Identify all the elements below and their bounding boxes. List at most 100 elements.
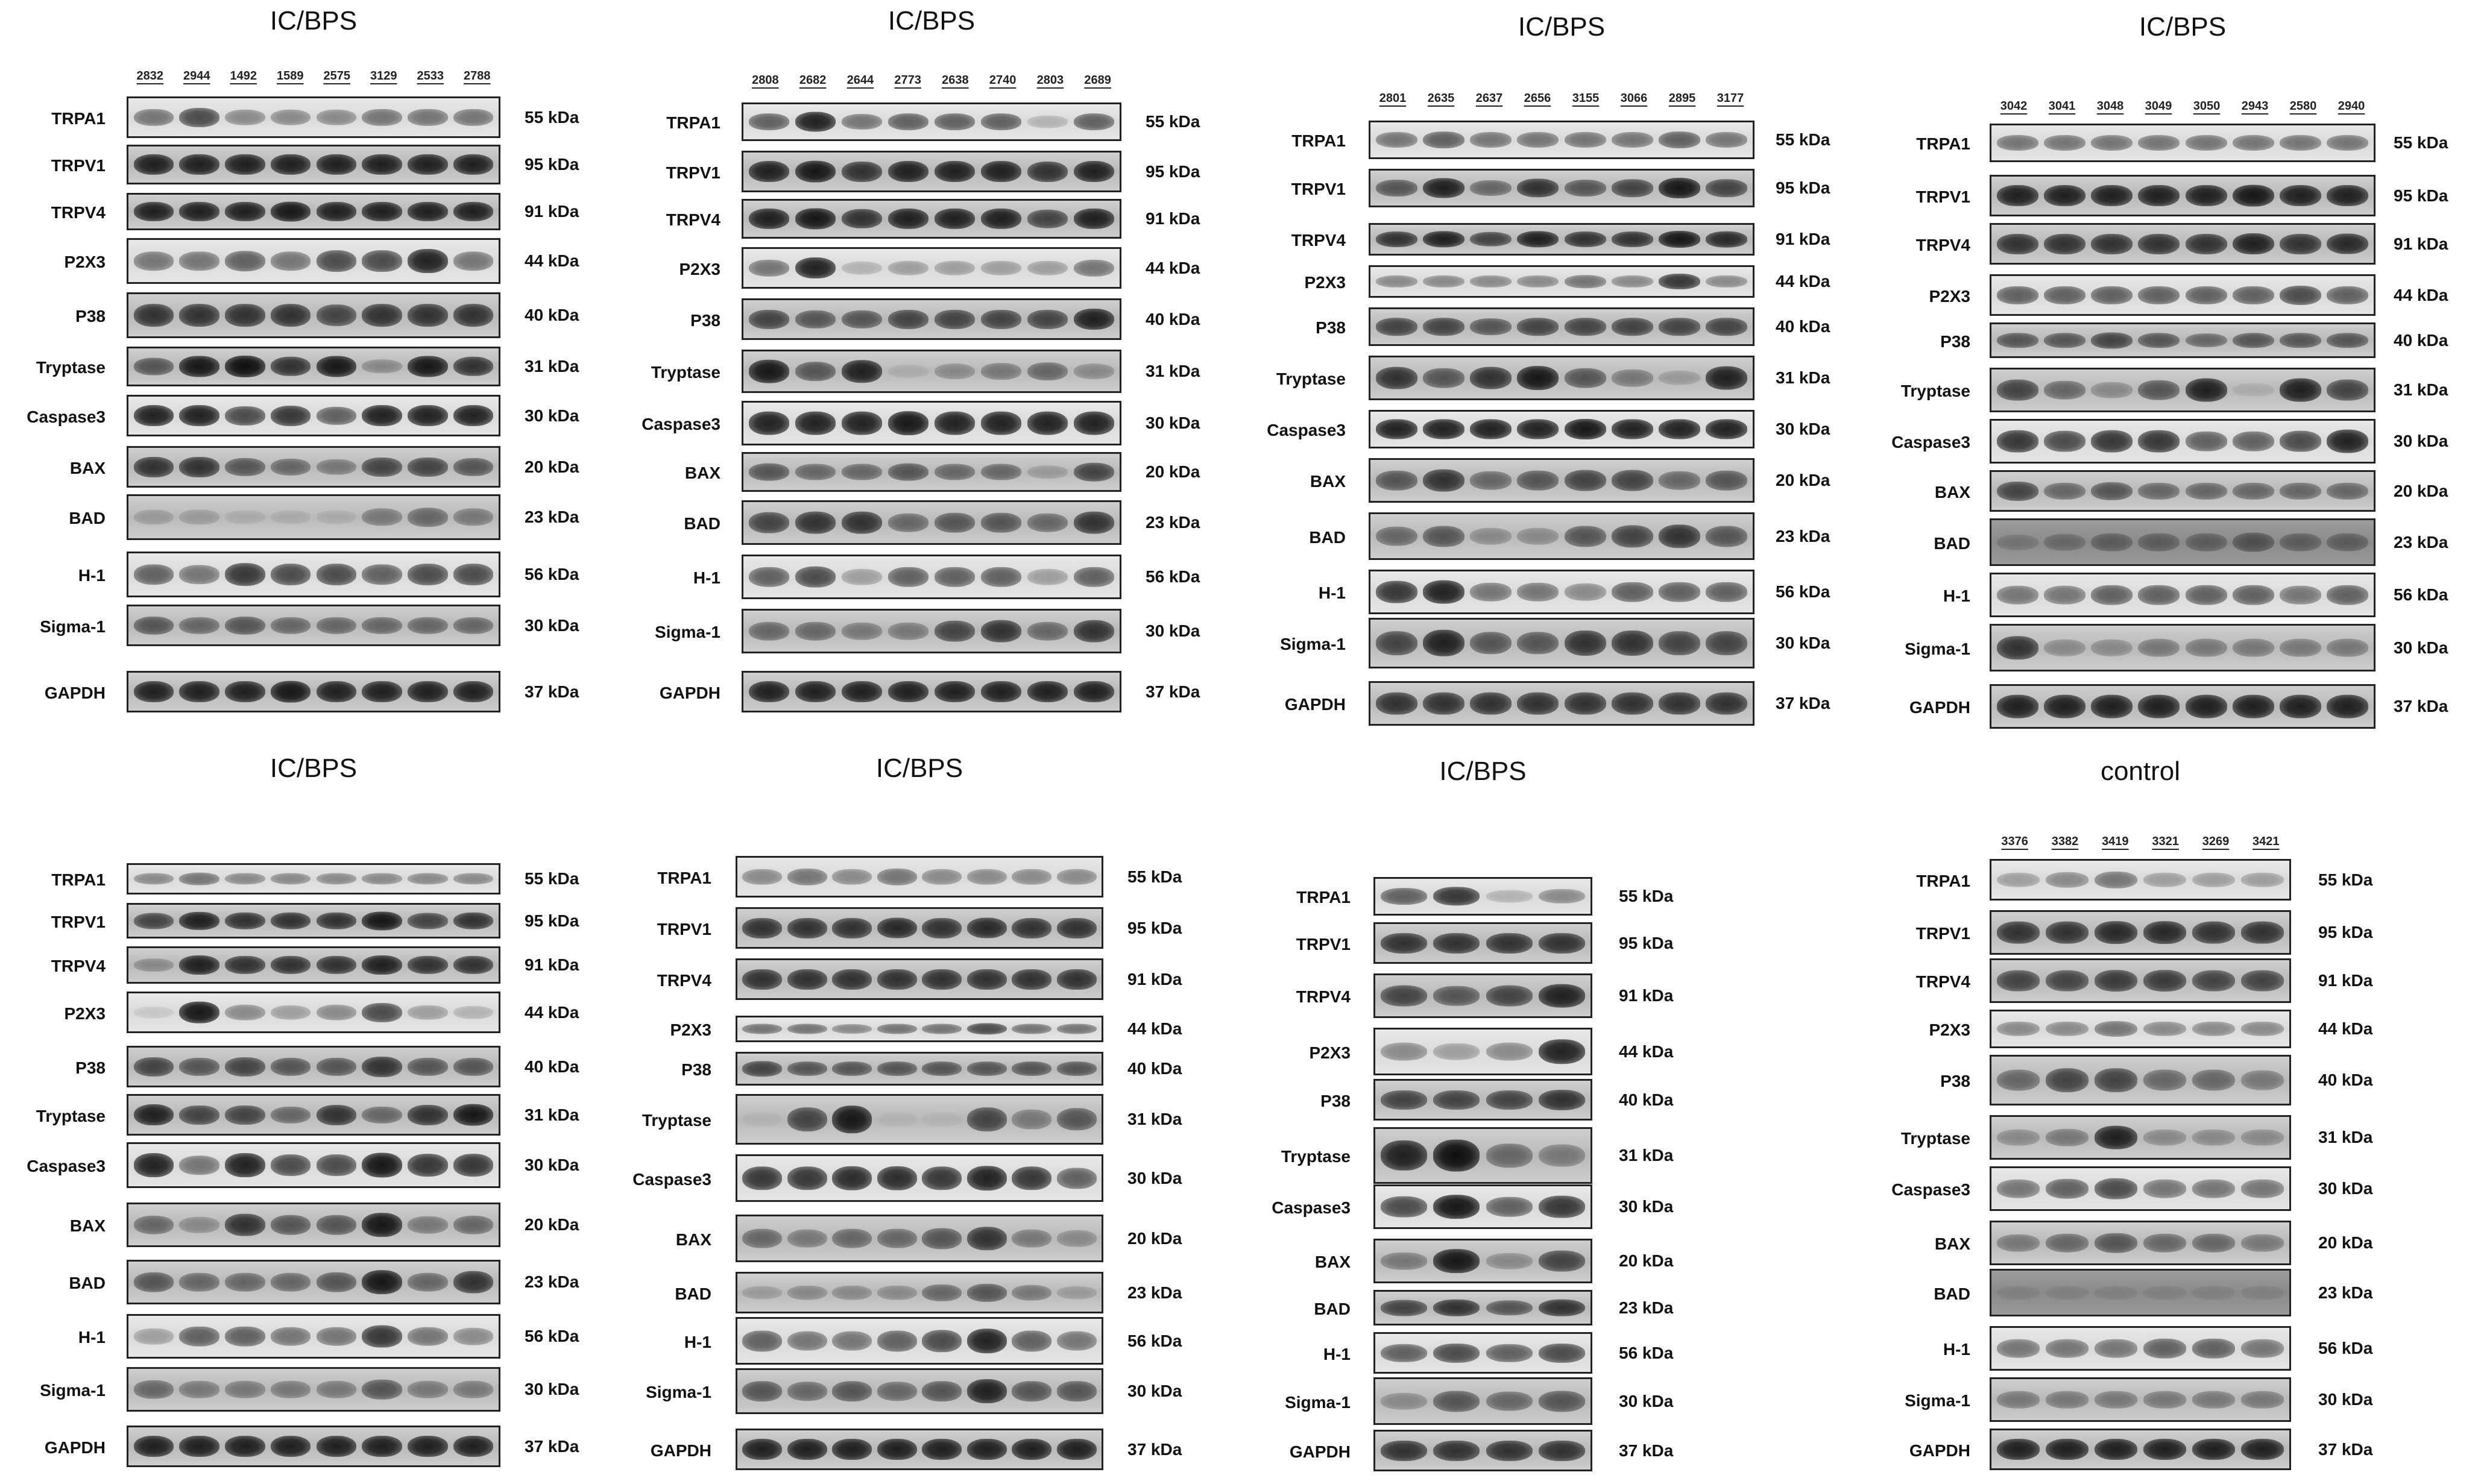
band: [1433, 1343, 1480, 1363]
band: [1012, 1166, 1052, 1190]
band: [316, 955, 357, 975]
molecular-weight-label: 20 kDa: [1776, 471, 1830, 489]
band: [2240, 970, 2284, 992]
band: [1517, 131, 1559, 148]
protein-label: Caspase3: [1891, 1180, 1970, 1199]
band: [980, 309, 1022, 329]
band: [1706, 419, 1748, 439]
sample-id: 2682: [799, 74, 827, 87]
blot-strip-trpv4: [1369, 223, 1754, 256]
band: [362, 681, 402, 703]
band: [1996, 1285, 2040, 1300]
blot-strip-caspase3: [127, 395, 500, 436]
molecular-weight-label: 95 kDa: [1146, 162, 1200, 181]
molecular-weight-label: 23 kDa: [1127, 1283, 1182, 1302]
band: [133, 1380, 174, 1399]
blot-strip-tryptase: [127, 347, 500, 386]
band: [2280, 638, 2322, 657]
blot-strip-p2x3: [127, 992, 500, 1033]
blot-strip-caspase3: [736, 1154, 1103, 1202]
molecular-weight-label: 23 kDa: [1619, 1298, 1674, 1317]
band: [841, 113, 883, 130]
molecular-weight-label: 30 kDa: [525, 406, 579, 425]
band: [1027, 309, 1068, 329]
band: [2138, 638, 2180, 657]
band: [877, 1330, 917, 1352]
band: [453, 1057, 494, 1076]
band: [2280, 184, 2322, 207]
band: [133, 1272, 174, 1292]
band: [1611, 275, 1653, 288]
band: [795, 257, 836, 279]
band: [922, 1166, 962, 1190]
band: [1433, 1195, 1480, 1219]
protein-label: Caspase3: [1272, 1198, 1351, 1217]
molecular-weight-label: 30 kDa: [1619, 1197, 1674, 1216]
band: [2091, 332, 2133, 349]
molecular-weight-label: 55 kDa: [1146, 112, 1200, 131]
band: [934, 160, 976, 183]
protein-label: Sigma-1: [40, 1381, 106, 1400]
band: [362, 108, 402, 126]
protein-label: TRPA1: [1291, 131, 1346, 150]
band: [980, 681, 1022, 703]
band: [1611, 630, 1653, 656]
band: [841, 568, 883, 585]
band: [922, 1023, 962, 1034]
band: [316, 510, 357, 524]
band: [1706, 275, 1748, 288]
band: [362, 617, 402, 634]
band: [179, 107, 219, 127]
band: [2280, 585, 2322, 605]
band: [1706, 318, 1748, 336]
protein-label: P38: [681, 1060, 711, 1079]
blot-strip-h-1: [127, 1314, 500, 1359]
molecular-weight-label: 40 kDa: [1146, 309, 1200, 329]
band: [841, 411, 883, 435]
blot-strip-sigma-1: [127, 1367, 500, 1412]
band: [2185, 585, 2227, 605]
sample-id: 2575: [323, 69, 351, 83]
band: [453, 508, 494, 526]
protein-label: P2X3: [1304, 273, 1346, 292]
blot-strip-gapdh: [736, 1429, 1103, 1470]
band: [1381, 932, 1428, 954]
band: [1381, 1140, 1428, 1171]
band: [1486, 932, 1533, 954]
band: [841, 622, 883, 640]
band: [179, 1272, 219, 1292]
band: [1056, 869, 1097, 885]
protein-label: GAPDH: [650, 1441, 711, 1460]
protein-label: H-1: [78, 566, 106, 585]
molecular-weight-label: 30 kDa: [2394, 638, 2448, 657]
protein-label: BAX: [1934, 482, 1970, 501]
band: [832, 1166, 872, 1190]
molecular-weight-label: 95 kDa: [1776, 178, 1830, 197]
band: [453, 1435, 494, 1457]
band: [225, 1326, 265, 1347]
band: [2232, 431, 2274, 451]
band: [1470, 692, 1512, 715]
band: [316, 912, 357, 929]
band: [1611, 231, 1653, 247]
band: [225, 563, 265, 586]
band: [748, 621, 790, 641]
molecular-weight-label: 56 kDa: [2394, 585, 2448, 604]
band: [2185, 638, 2227, 657]
molecular-weight-label: 31 kDa: [1146, 362, 1200, 380]
band: [133, 681, 174, 703]
band: [966, 1023, 1007, 1035]
band: [1996, 1391, 2040, 1409]
molecular-weight-label: 31 kDa: [2318, 1128, 2373, 1146]
band: [832, 1331, 872, 1351]
band: [1564, 583, 1606, 601]
band: [787, 917, 827, 939]
band: [316, 1272, 357, 1292]
protein-label: BAX: [1934, 1234, 1970, 1253]
protein-label: Sigma-1: [1280, 635, 1346, 653]
blot-strip-p2x3: [1990, 1010, 2291, 1048]
band: [225, 154, 265, 175]
band: [2138, 134, 2180, 151]
protein-label: TRPV1: [1296, 934, 1351, 954]
protein-label: Caspase3: [642, 415, 720, 433]
